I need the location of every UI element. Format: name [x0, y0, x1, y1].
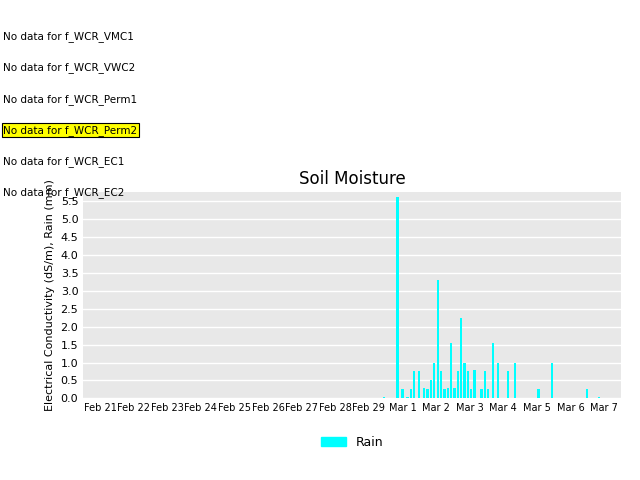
Bar: [444, 389, 445, 398]
Y-axis label: Electrical Conductivity (dS/m), Rain (mm): Electrical Conductivity (dS/m), Rain (mm…: [45, 179, 55, 411]
Bar: [383, 396, 385, 398]
Bar: [423, 388, 426, 398]
Title: Soil Moisture: Soil Moisture: [299, 169, 405, 188]
Bar: [430, 381, 432, 398]
Bar: [460, 318, 462, 398]
Bar: [406, 396, 408, 398]
Bar: [463, 362, 466, 398]
Bar: [497, 362, 499, 398]
Bar: [433, 362, 435, 398]
Bar: [457, 372, 459, 398]
Bar: [396, 197, 399, 398]
Bar: [447, 388, 449, 398]
Bar: [507, 372, 509, 398]
Bar: [436, 280, 439, 398]
Bar: [484, 372, 486, 398]
Text: No data for f_WCR_Perm2: No data for f_WCR_Perm2: [3, 125, 138, 136]
Bar: [467, 372, 469, 398]
Bar: [453, 388, 456, 398]
Bar: [474, 370, 476, 398]
Bar: [413, 372, 415, 398]
Text: No data for f_WCR_Perm1: No data for f_WCR_Perm1: [3, 94, 138, 105]
Bar: [401, 389, 404, 398]
Bar: [538, 389, 540, 398]
Bar: [470, 389, 472, 398]
Legend: Rain: Rain: [316, 431, 388, 454]
Bar: [410, 389, 412, 398]
Bar: [598, 396, 600, 398]
Bar: [586, 389, 588, 398]
Bar: [492, 343, 494, 398]
Bar: [418, 372, 420, 398]
Bar: [426, 389, 429, 398]
Text: No data for f_WCR_VMC1: No data for f_WCR_VMC1: [3, 31, 134, 42]
Bar: [514, 362, 516, 398]
Bar: [440, 372, 442, 398]
Bar: [480, 389, 483, 398]
Bar: [487, 389, 489, 398]
Bar: [551, 362, 553, 398]
Bar: [450, 343, 452, 398]
Text: No data for f_WCR_EC2: No data for f_WCR_EC2: [3, 187, 125, 198]
Text: No data for f_WCR_EC1: No data for f_WCR_EC1: [3, 156, 125, 167]
Text: No data for f_WCR_VWC2: No data for f_WCR_VWC2: [3, 62, 136, 73]
